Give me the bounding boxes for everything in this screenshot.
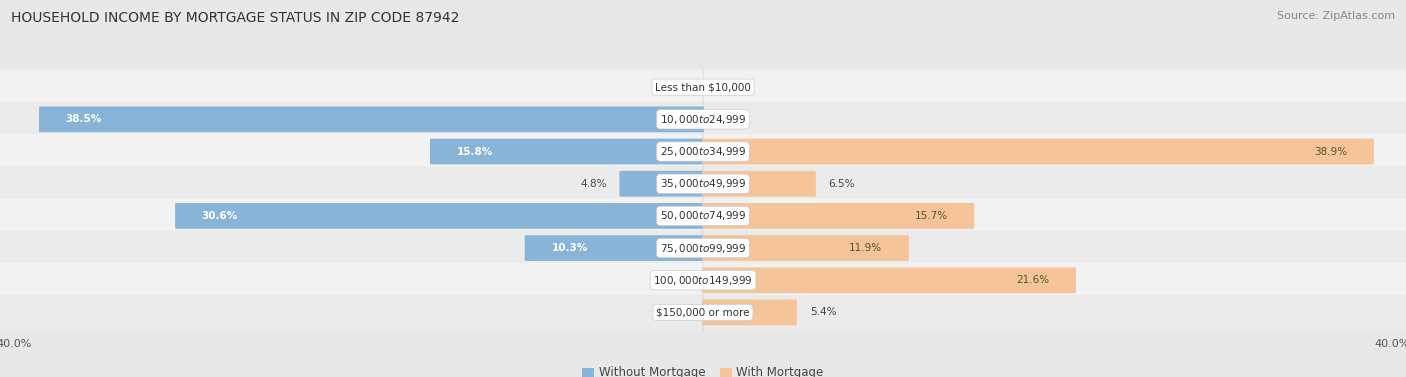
FancyBboxPatch shape [0, 134, 1406, 169]
FancyBboxPatch shape [176, 203, 704, 229]
Text: $150,000 or more: $150,000 or more [657, 308, 749, 317]
Text: 0.0%: 0.0% [657, 308, 682, 317]
Text: Source: ZipAtlas.com: Source: ZipAtlas.com [1277, 11, 1395, 21]
FancyBboxPatch shape [702, 171, 815, 196]
FancyBboxPatch shape [702, 300, 797, 325]
Text: $75,000 to $99,999: $75,000 to $99,999 [659, 242, 747, 254]
FancyBboxPatch shape [0, 69, 1406, 105]
FancyBboxPatch shape [39, 106, 704, 132]
Text: $10,000 to $24,999: $10,000 to $24,999 [659, 113, 747, 126]
FancyBboxPatch shape [0, 295, 1406, 330]
Text: 30.6%: 30.6% [202, 211, 238, 221]
Text: Less than $10,000: Less than $10,000 [655, 82, 751, 92]
Text: 0.0%: 0.0% [657, 82, 682, 92]
Text: 0.0%: 0.0% [724, 114, 749, 124]
Text: $50,000 to $74,999: $50,000 to $74,999 [659, 209, 747, 222]
FancyBboxPatch shape [0, 262, 1406, 298]
Text: 11.9%: 11.9% [849, 243, 882, 253]
FancyBboxPatch shape [702, 235, 908, 261]
FancyBboxPatch shape [702, 267, 1076, 293]
Text: HOUSEHOLD INCOME BY MORTGAGE STATUS IN ZIP CODE 87942: HOUSEHOLD INCOME BY MORTGAGE STATUS IN Z… [11, 11, 460, 25]
Legend: Without Mortgage, With Mortgage: Without Mortgage, With Mortgage [578, 362, 828, 377]
Text: 0.0%: 0.0% [657, 275, 682, 285]
Text: $25,000 to $34,999: $25,000 to $34,999 [659, 145, 747, 158]
FancyBboxPatch shape [620, 171, 704, 196]
Text: 4.8%: 4.8% [581, 179, 606, 189]
FancyBboxPatch shape [430, 139, 704, 164]
Text: $100,000 to $149,999: $100,000 to $149,999 [654, 274, 752, 287]
Text: 5.4%: 5.4% [810, 308, 837, 317]
FancyBboxPatch shape [702, 203, 974, 229]
Text: 21.6%: 21.6% [1017, 275, 1049, 285]
Text: 15.8%: 15.8% [457, 147, 494, 156]
Text: 38.5%: 38.5% [66, 114, 103, 124]
FancyBboxPatch shape [524, 235, 704, 261]
Text: 10.3%: 10.3% [551, 243, 588, 253]
FancyBboxPatch shape [0, 102, 1406, 137]
FancyBboxPatch shape [0, 230, 1406, 266]
Text: $35,000 to $49,999: $35,000 to $49,999 [659, 177, 747, 190]
Text: 15.7%: 15.7% [914, 211, 948, 221]
FancyBboxPatch shape [0, 166, 1406, 201]
Text: 6.5%: 6.5% [828, 179, 855, 189]
Text: 0.0%: 0.0% [724, 82, 749, 92]
FancyBboxPatch shape [0, 198, 1406, 234]
FancyBboxPatch shape [702, 139, 1374, 164]
Text: 38.9%: 38.9% [1315, 147, 1347, 156]
